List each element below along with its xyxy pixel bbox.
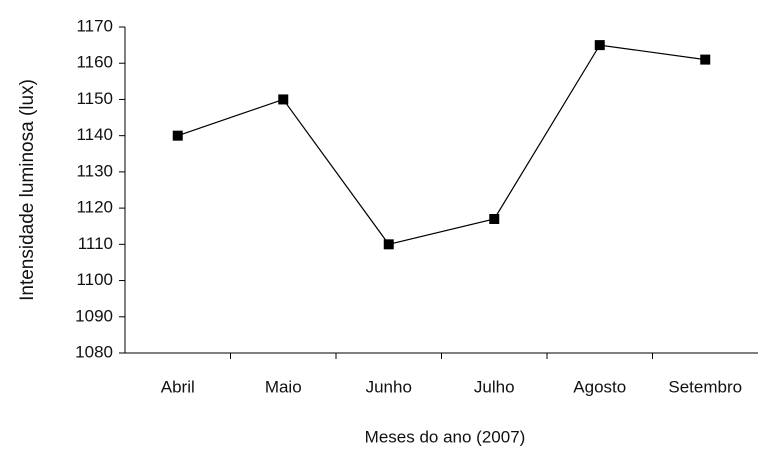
y-tick-label: 1170 [76, 16, 113, 35]
y-tick-label: 1120 [76, 198, 113, 217]
marker [700, 54, 711, 65]
x-tick-label: Abril [161, 377, 195, 396]
y-tick-label: 1090 [75, 306, 113, 325]
y-axis-label: Intensidade luminosa (lux) [17, 79, 38, 301]
y-tick-label: 1100 [76, 270, 113, 289]
marker [383, 239, 394, 250]
line [177, 44, 706, 246]
x-tick-label: Agosto [573, 377, 626, 396]
y-tick-label: 1130 [76, 161, 113, 180]
y-tick-label: 1140 [76, 125, 113, 144]
marker [172, 130, 183, 141]
marker [489, 213, 500, 224]
y-tick-label: 1080 [75, 342, 113, 361]
marker [594, 40, 605, 51]
y-tick-label: 1150 [76, 89, 113, 108]
x-tick-label: Junho [366, 377, 412, 396]
marker [278, 94, 289, 105]
y-tick-label: 1160 [76, 53, 113, 72]
x-tick-label: Maio [265, 377, 302, 396]
x-tick-label: Setembro [668, 377, 742, 396]
y-tick-label: 1110 [78, 234, 113, 253]
x-tick-label: Julho [474, 377, 515, 396]
x-axis-label: Meses do ano (2007) [365, 427, 526, 446]
